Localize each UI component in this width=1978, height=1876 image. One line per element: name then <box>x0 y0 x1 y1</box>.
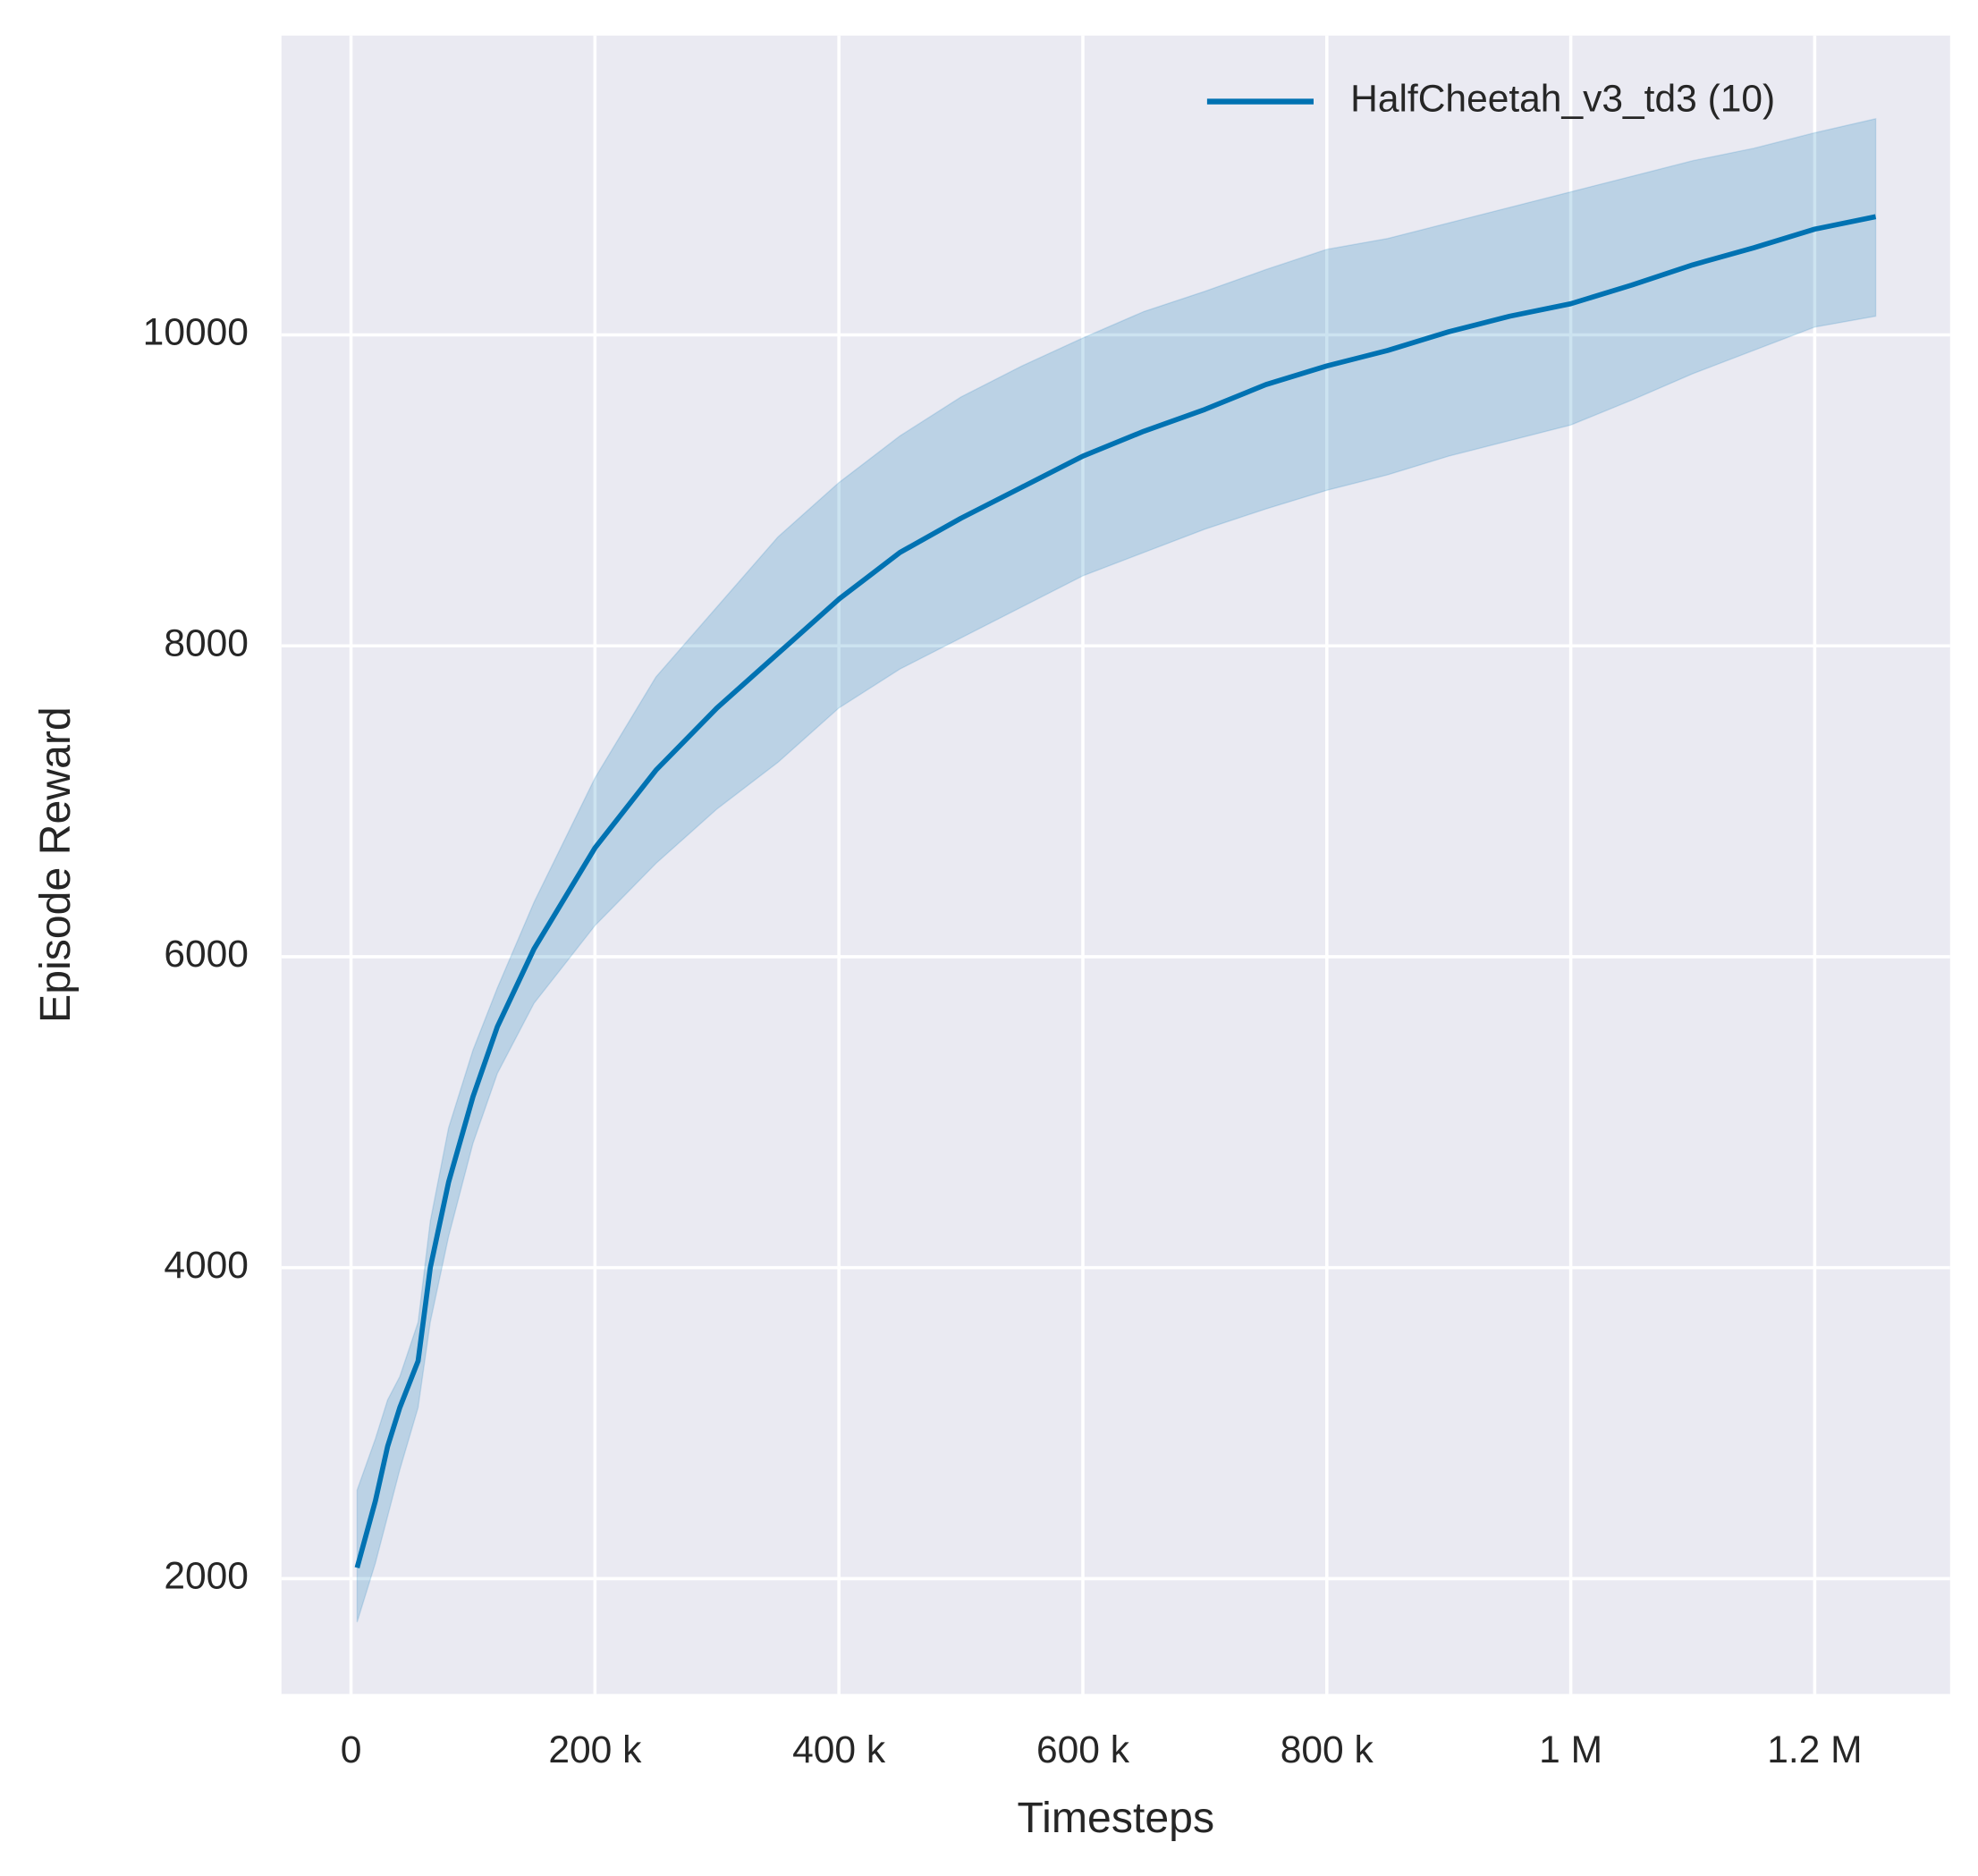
y-tick-label: 8000 <box>164 621 249 664</box>
confidence-band <box>356 117 1877 1623</box>
x-tick-label: 600 k <box>1036 1728 1130 1771</box>
x-tick-label: 1 M <box>1539 1728 1602 1771</box>
x-axis-label: Timesteps <box>1018 1794 1215 1842</box>
x-tick-label: 200 k <box>548 1728 642 1771</box>
series-line <box>354 214 1877 1569</box>
x-tick-label: 1.2 M <box>1767 1728 1862 1771</box>
y-tick-label: 4000 <box>164 1244 249 1287</box>
legend-label: HalfCheetah_v3_td3 (10) <box>1350 78 1775 121</box>
y-tick-label: 10000 <box>143 311 249 354</box>
y-axis-label: Episode Reward <box>31 706 80 1023</box>
plot-area <box>281 35 1950 1694</box>
y-tick-label: 2000 <box>164 1555 249 1598</box>
x-tick-label: 800 k <box>1281 1728 1374 1771</box>
x-tick-label: 400 k <box>792 1728 886 1771</box>
x-tick-label: 0 <box>341 1728 362 1771</box>
y-tick-label: 6000 <box>164 933 249 976</box>
